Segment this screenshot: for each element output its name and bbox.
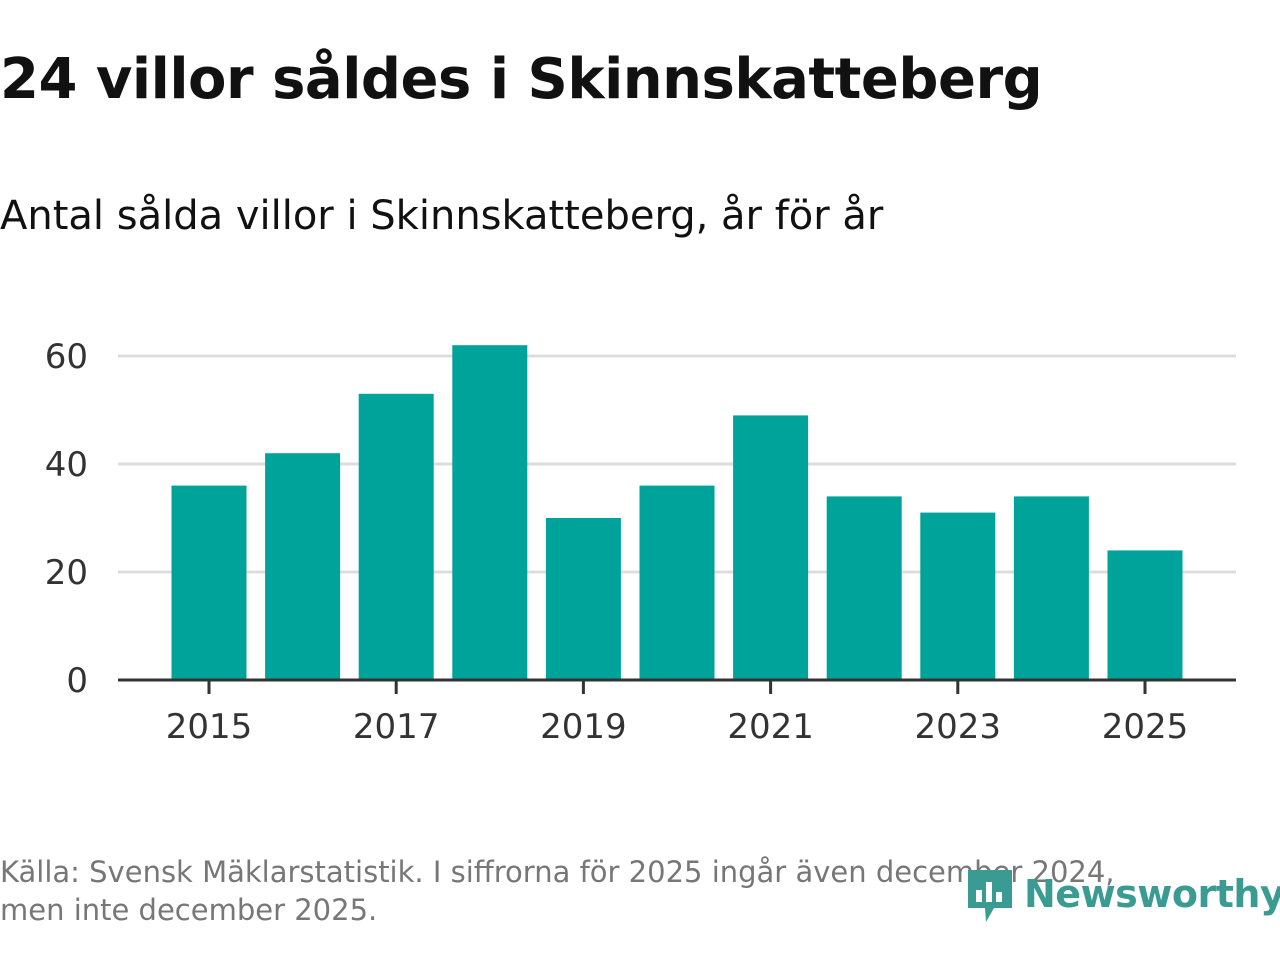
- brand-logo: Newsworthy: [964, 862, 1280, 926]
- newsworthy-logo-icon: [968, 870, 1012, 922]
- bar-2025: [1107, 550, 1183, 680]
- y-tick-label: 40: [45, 445, 88, 485]
- axes: 0 20 40 60 2015 2017 2019 2021 2023 2025: [45, 337, 1236, 747]
- bar-2017: [358, 393, 434, 680]
- bar-2018: [452, 345, 528, 680]
- bars: [171, 345, 1183, 680]
- chart-subtitle: Antal sålda villor i Skinnskatteberg, år…: [0, 193, 884, 239]
- source-note-line-1: Källa: Svensk Mäklarstatistik. I siffror…: [0, 855, 1115, 889]
- x-tick-label: 2019: [540, 707, 627, 747]
- y-tick-label: 60: [45, 337, 88, 377]
- bar-2015: [171, 485, 247, 680]
- brand-name: Newsworthy: [1024, 872, 1280, 916]
- bar-2022: [826, 496, 902, 680]
- source-note-line-2: men inte december 2025.: [0, 893, 378, 927]
- x-tick-label: 2025: [1102, 707, 1189, 747]
- source-note: Källa: Svensk Mäklarstatistik. I siffror…: [0, 853, 1210, 929]
- x-tick-label: 2021: [727, 707, 814, 747]
- x-tick-label: 2023: [915, 707, 1002, 747]
- chart-title: 24 villor såldes i Skinnskatteberg: [0, 47, 1043, 112]
- bar-2020: [639, 485, 715, 680]
- bar-2021: [733, 415, 809, 680]
- bar-2019: [545, 518, 621, 680]
- y-tick-label: 0: [66, 661, 88, 701]
- bar-2016: [265, 453, 341, 680]
- x-tick-label: 2015: [166, 707, 253, 747]
- bar-2023: [920, 512, 996, 680]
- y-tick-label: 20: [45, 553, 88, 593]
- x-tick-label: 2017: [353, 707, 440, 747]
- bar-2024: [1013, 496, 1089, 680]
